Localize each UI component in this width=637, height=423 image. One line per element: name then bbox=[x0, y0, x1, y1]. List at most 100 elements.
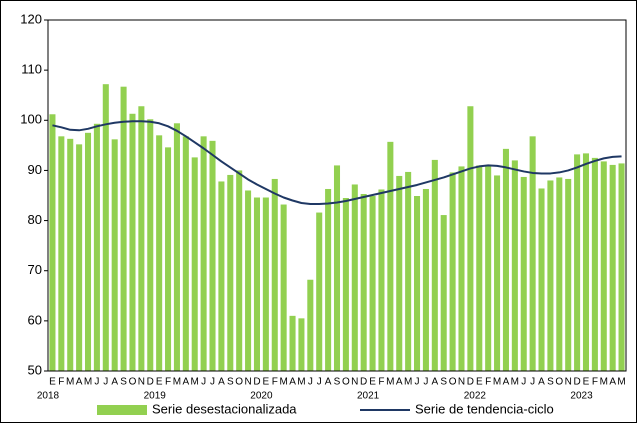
x-tick-label: O bbox=[235, 377, 243, 388]
y-tick-label: 70 bbox=[28, 262, 42, 277]
bar bbox=[58, 136, 65, 371]
x-group-label: 2018 bbox=[37, 391, 60, 402]
x-tick-label: M bbox=[297, 377, 305, 388]
x-tick-label: A bbox=[289, 377, 296, 388]
bar bbox=[485, 165, 492, 371]
x-tick-label: J bbox=[308, 377, 313, 388]
x-tick-label: M bbox=[66, 377, 74, 388]
bar bbox=[422, 188, 429, 371]
x-tick-label: N bbox=[458, 377, 465, 388]
bar bbox=[609, 164, 616, 371]
bar bbox=[387, 141, 394, 371]
bar bbox=[538, 188, 545, 371]
bar bbox=[556, 177, 563, 371]
bar bbox=[138, 106, 145, 371]
x-tick-label: J bbox=[317, 377, 322, 388]
x-group-label: 2021 bbox=[357, 391, 380, 402]
bar bbox=[431, 159, 438, 371]
x-tick-label: J bbox=[530, 377, 535, 388]
bar bbox=[280, 204, 287, 371]
x-tick-label: A bbox=[503, 377, 510, 388]
y-tick-label: 60 bbox=[28, 312, 42, 327]
y-tick-label: 90 bbox=[28, 162, 42, 177]
y-tick-label: 50 bbox=[28, 362, 42, 377]
x-tick-label: M bbox=[191, 377, 199, 388]
bar bbox=[191, 157, 198, 371]
trend-line bbox=[52, 120, 622, 206]
x-tick-label: A bbox=[218, 377, 225, 388]
bar bbox=[129, 113, 136, 371]
bar bbox=[236, 170, 243, 371]
x-tick-label: F bbox=[272, 377, 278, 388]
x-tick-label: A bbox=[182, 377, 189, 388]
bar bbox=[147, 119, 154, 371]
bar bbox=[565, 178, 572, 371]
x-tick-label: A bbox=[111, 377, 118, 388]
bar bbox=[307, 279, 314, 371]
x-tick-label: N bbox=[138, 377, 145, 388]
x-tick-label: M bbox=[600, 377, 608, 388]
bar bbox=[476, 165, 483, 371]
x-tick-label: M bbox=[173, 377, 181, 388]
x-tick-label: S bbox=[120, 377, 127, 388]
bar bbox=[414, 196, 421, 371]
bar bbox=[120, 86, 127, 371]
x-tick-label: O bbox=[555, 377, 563, 388]
x-tick-label: M bbox=[386, 377, 394, 388]
y-tick-label: 80 bbox=[28, 212, 42, 227]
bar bbox=[342, 198, 349, 371]
bar bbox=[76, 144, 83, 371]
y-tick-label: 120 bbox=[20, 11, 42, 26]
x-tick-label: J bbox=[201, 377, 206, 388]
bar bbox=[440, 215, 447, 371]
legend-swatch bbox=[97, 405, 147, 415]
bar bbox=[511, 160, 518, 371]
bar bbox=[262, 197, 269, 371]
x-group-label: 2022 bbox=[464, 391, 487, 402]
bar bbox=[378, 189, 385, 371]
bar bbox=[520, 176, 527, 371]
x-tick-label: E bbox=[476, 377, 483, 388]
bar bbox=[200, 136, 207, 371]
x-tick-label: F bbox=[592, 377, 598, 388]
x-tick-label: M bbox=[617, 377, 625, 388]
bar bbox=[547, 180, 554, 371]
x-tick-label: O bbox=[129, 377, 137, 388]
legend-label: Serie desestacionalizada bbox=[152, 401, 297, 416]
x-tick-label: E bbox=[369, 377, 376, 388]
x-tick-label: A bbox=[609, 377, 616, 388]
x-group-label: 2019 bbox=[144, 391, 167, 402]
bar bbox=[325, 188, 332, 371]
bar bbox=[102, 84, 109, 371]
x-tick-label: D bbox=[147, 377, 154, 388]
bar bbox=[289, 315, 296, 371]
x-tick-label: S bbox=[440, 377, 447, 388]
bar bbox=[396, 175, 403, 371]
x-tick-label: F bbox=[58, 377, 64, 388]
bar bbox=[218, 181, 225, 371]
x-tick-label: J bbox=[415, 377, 420, 388]
x-tick-label: M bbox=[84, 377, 92, 388]
x-tick-label: S bbox=[547, 377, 554, 388]
bar bbox=[173, 123, 180, 372]
x-tick-label: M bbox=[279, 377, 287, 388]
x-tick-label: M bbox=[404, 377, 412, 388]
x-tick-label: S bbox=[334, 377, 341, 388]
x-tick-label: A bbox=[538, 377, 545, 388]
x-tick-label: N bbox=[351, 377, 358, 388]
x-tick-label: M bbox=[493, 377, 501, 388]
x-tick-label: F bbox=[485, 377, 491, 388]
x-tick-label: D bbox=[253, 377, 260, 388]
bar bbox=[209, 140, 216, 371]
x-tick-label: D bbox=[573, 377, 580, 388]
bar bbox=[298, 318, 305, 371]
bar bbox=[111, 139, 118, 371]
x-tick-label: M bbox=[511, 377, 519, 388]
bar bbox=[271, 178, 278, 371]
x-group-label: 2023 bbox=[570, 391, 593, 402]
x-tick-label: A bbox=[431, 377, 438, 388]
bar bbox=[49, 114, 56, 372]
x-tick-label: O bbox=[342, 377, 350, 388]
bar bbox=[369, 196, 376, 371]
